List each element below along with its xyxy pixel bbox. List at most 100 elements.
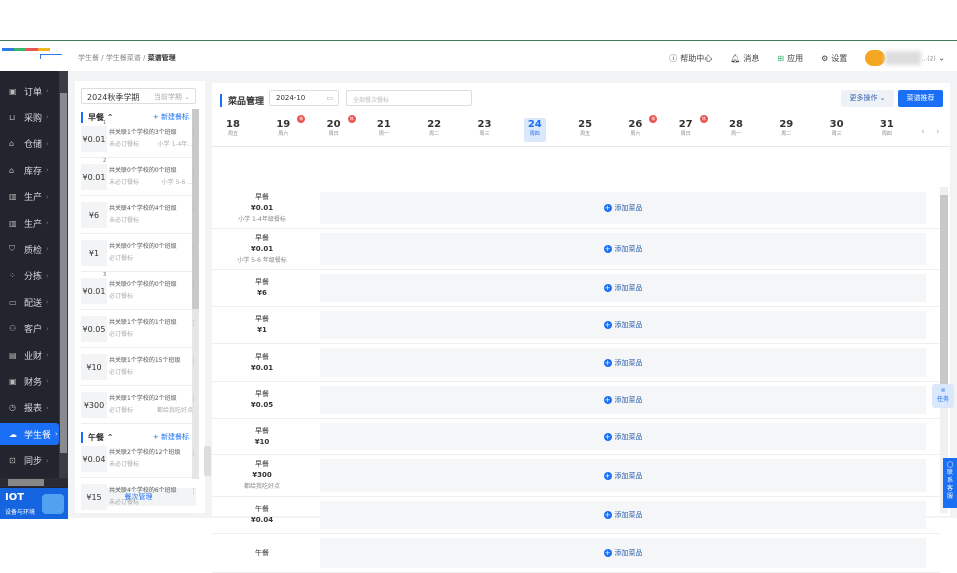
contact-service-button[interactable]: ◯ 联系客服 xyxy=(943,458,957,508)
date-item[interactable]: 19 周六 休 xyxy=(272,115,306,142)
meal-row: 早餐 ¥0.01 小学 5-6 年级餐标 + 添加菜品 xyxy=(212,229,940,270)
collapse-handle[interactable] xyxy=(204,446,211,476)
prev-week-icon[interactable]: ‹ xyxy=(921,127,925,137)
date-number: 25 xyxy=(578,119,593,130)
more-icon[interactable]: ⋮ xyxy=(190,167,197,175)
date-item[interactable]: 24 周四 xyxy=(523,118,546,142)
settings-button[interactable]: ⚙ 设置 xyxy=(821,53,847,64)
meal-standard-card[interactable]: ¥0.01 3 共关联0个学校的0个班级 必订餐标 ⋮ xyxy=(81,272,197,310)
date-item[interactable]: 22 周二 xyxy=(423,118,445,142)
help-button[interactable]: ⓘ 帮助中心 xyxy=(669,53,712,64)
truck-icon: ▭ xyxy=(9,297,17,307)
more-actions-button[interactable]: 更多操作 ⌄ xyxy=(841,90,894,107)
chevron-right-icon: › xyxy=(46,324,49,333)
meal-standard-card[interactable]: ¥0.01 2 共关联0个学校的0个班级 未必订餐标 小学 5-6 ... ⋮ xyxy=(81,158,197,196)
add-dish-button[interactable]: + 添加菜品 xyxy=(320,192,926,224)
more-icon[interactable]: ⋮ xyxy=(190,129,197,137)
date-item[interactable]: 29 周二 xyxy=(775,118,797,142)
new-standard-button[interactable]: + 新建餐标 xyxy=(152,433,189,441)
more-icon[interactable]: ⋮ xyxy=(190,319,197,327)
sidebar-item[interactable]: ◷ 报表 › xyxy=(0,397,59,419)
production-icon: ▥ xyxy=(9,218,17,228)
more-icon[interactable]: ⋮ xyxy=(190,487,197,495)
breadcrumb-item[interactable]: 学生餐 xyxy=(78,54,99,62)
sidebar-item[interactable]: ▥ 生产 › xyxy=(0,212,59,234)
sidebar-item[interactable]: ⛉ 质检 › xyxy=(0,238,59,260)
add-dish-button[interactable]: + 添加菜品 xyxy=(320,386,926,414)
user-menu[interactable]: …(2) ⌄ xyxy=(865,50,945,66)
meal-standard-card[interactable]: ¥6 共关联4个学校的4个班级 未必订餐标 ⋮ xyxy=(81,200,197,234)
panel-title: 菜品管理 xyxy=(220,94,264,107)
sidebar-item[interactable]: ▤ 业财 › xyxy=(0,344,59,366)
date-item[interactable]: 20 周日 休 xyxy=(323,115,356,142)
date-item[interactable]: 27 周日 休 xyxy=(675,115,708,142)
date-item[interactable]: 23 周三 xyxy=(474,118,496,142)
add-dish-button[interactable]: + 添加菜品 xyxy=(320,233,926,265)
breadcrumb-item[interactable]: 学生餐菜谱 xyxy=(105,54,141,62)
meal-manage-button[interactable]: 餐次管理 xyxy=(81,488,196,506)
meal-standard-card[interactable]: ¥1 共关联0个学校的0个班级 必订餐标 ⋮ xyxy=(81,238,197,272)
date-item[interactable]: 28 周一 xyxy=(725,118,747,142)
meal-standard-card[interactable]: ¥15 共关联4个学校的6个班级 未必订餐标 ⋮ xyxy=(81,482,197,516)
add-dish-button[interactable]: + 添加菜品 xyxy=(320,423,926,450)
date-item[interactable]: 26 周六 休 xyxy=(624,115,658,142)
next-week-icon[interactable]: › xyxy=(936,127,940,137)
sidebar-item[interactable]: ⚇ 客户 › xyxy=(0,318,59,340)
date-item[interactable]: 31 周四 xyxy=(876,118,898,142)
meal-standard-card[interactable]: ¥0.05 共关联1个学校的1个班级 必订餐标 ⋮ xyxy=(81,314,197,348)
panel-scrollbar[interactable] xyxy=(192,109,199,479)
new-standard-button[interactable]: + 新建餐标 xyxy=(152,113,189,121)
meal-standard-card[interactable]: ¥300 共关联1个学校的2个班级 必订餐标 都给我吃好点 ⋮ xyxy=(81,390,197,424)
date-item[interactable]: 25 周五 xyxy=(574,118,596,142)
sidebar-item[interactable]: ▣ 订单 › xyxy=(0,80,59,102)
more-icon[interactable]: ⋮ xyxy=(190,357,197,365)
more-icon[interactable]: ⋮ xyxy=(190,243,197,251)
task-button[interactable]: ≋ 任务 xyxy=(932,384,954,408)
meal-label: 早餐 ¥0.05 xyxy=(212,382,312,418)
meal-name: 午餐 xyxy=(255,548,269,557)
meal-row: 早餐 ¥300 都给我吃好点 + 添加菜品 xyxy=(212,455,940,497)
sidebar-item[interactable]: ▣ 财务 › xyxy=(0,370,59,392)
association-text: 共关联0个学校的0个班级 xyxy=(109,243,177,250)
meal-standard-card[interactable]: ¥0.01 1 共关联1个学校的3个班级 未必订餐标 小学 1-4年... ⋮ xyxy=(81,120,197,158)
chevron-up-icon: ⌃ xyxy=(104,113,114,122)
iot-banner[interactable]: IOT 设备与环境 xyxy=(0,488,68,519)
more-icon[interactable]: ⋮ xyxy=(190,395,197,403)
add-dish-button[interactable]: + 添加菜品 xyxy=(320,311,926,339)
meal-section-header[interactable]: 早餐 ⌃ + 新建餐标 xyxy=(81,112,189,123)
logo[interactable] xyxy=(0,41,68,71)
more-icon[interactable]: ⋮ xyxy=(190,281,197,289)
sidebar-h-scrollbar[interactable] xyxy=(0,478,68,487)
sidebar-item[interactable]: ⊡ 同步 › xyxy=(0,450,59,472)
meal-standard-card[interactable]: ¥10 共关联1个学校的15个班级 必订餐标 ⋮ xyxy=(81,352,197,386)
add-dish-button[interactable]: + 添加菜品 xyxy=(320,538,926,568)
card-index: 3 xyxy=(103,272,107,278)
more-icon[interactable]: ⋮ xyxy=(190,205,197,213)
date-item[interactable]: 21 周一 xyxy=(373,118,395,142)
meal-filter-select[interactable]: 全部餐次餐标 xyxy=(346,90,472,106)
term-select[interactable]: 2024秋季学期 当前学期 ⌄ xyxy=(81,88,196,104)
messages-button[interactable]: 🔔︎ 消息 xyxy=(730,53,759,64)
add-dish-button[interactable]: + 添加菜品 xyxy=(320,501,926,529)
month-picker[interactable]: 2024-10 ▭ xyxy=(269,90,339,106)
date-item[interactable]: 30 周三 xyxy=(826,118,848,142)
sidebar-item[interactable]: ⁘ 分拣 › xyxy=(0,265,59,287)
sidebar-item[interactable]: ⌂ 仓储 › xyxy=(0,133,59,155)
more-icon[interactable]: ⋮ xyxy=(190,449,197,457)
add-dish-button[interactable]: + 添加菜品 xyxy=(320,459,926,492)
sort-icon: ⁘ xyxy=(9,271,16,281)
sidebar-item[interactable]: ☁ 学生餐 › xyxy=(0,423,59,446)
meal-section-header[interactable]: 午餐 ⌃ + 新建餐标 xyxy=(81,432,189,443)
add-dish-button[interactable]: + 添加菜品 xyxy=(320,274,926,302)
sidebar-scrollbar[interactable] xyxy=(59,71,68,481)
meal-standard-card[interactable]: ¥0.04 共关联2个学校的12个班级 未必订餐标 ⋮ xyxy=(81,444,197,478)
sidebar-item[interactable]: ▭ 配送 › xyxy=(0,291,59,313)
dish-scrollbar[interactable] xyxy=(940,187,948,513)
apps-button[interactable]: ⊞ 应用 xyxy=(777,53,803,64)
recommend-button[interactable]: 菜谱推荐 xyxy=(898,90,943,107)
sidebar-item[interactable]: ▥ 生产 › xyxy=(0,186,59,208)
date-item[interactable]: 18 周五 xyxy=(222,118,244,142)
sidebar-item[interactable]: ⊔ 采购 › xyxy=(0,106,59,128)
add-dish-button[interactable]: + 添加菜品 xyxy=(320,348,926,377)
sidebar-item[interactable]: ⌂ 库存 › xyxy=(0,159,59,181)
